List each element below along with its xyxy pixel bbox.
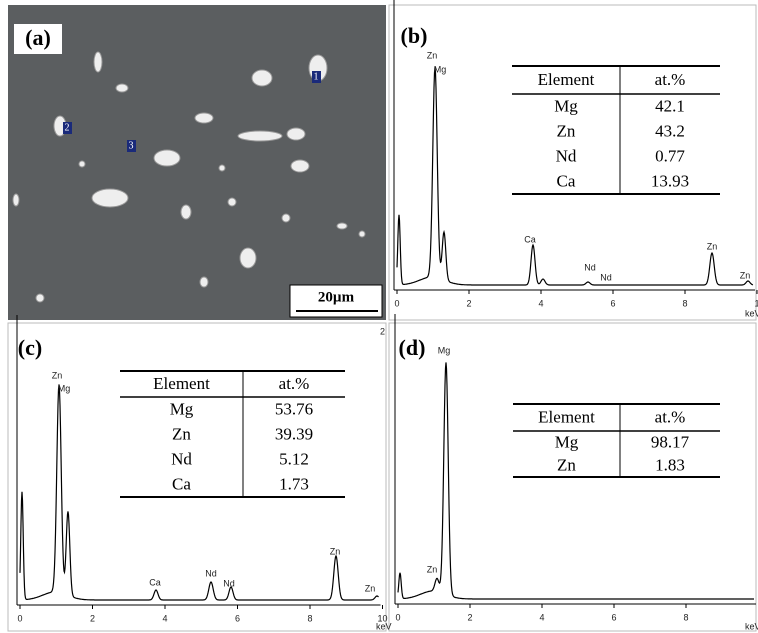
point-label: 3 (129, 140, 134, 151)
tick-label: 6 (611, 612, 616, 622)
tick-label: 2 (467, 612, 472, 622)
table-header: at.% (655, 407, 686, 426)
peak-label: Zn (707, 241, 718, 251)
peak-label: Mg (58, 383, 71, 393)
table-cell: Ca (172, 474, 191, 493)
tick-label: 4 (538, 298, 543, 308)
table-cell: Mg (170, 399, 194, 418)
axis-unit: keV (745, 621, 758, 631)
tick-label: 0 (17, 613, 22, 623)
corner-label: 2 (380, 326, 385, 336)
peak-label: Zn (330, 546, 341, 556)
panel-label: (b) (401, 23, 428, 48)
table-cell: 5.12 (279, 449, 309, 468)
table-cell: 1.83 (655, 455, 685, 474)
table-header: at.% (655, 70, 686, 89)
peak-label: Mg (434, 64, 447, 74)
tick-label: 8 (682, 298, 687, 308)
particle (228, 198, 236, 206)
panel-label: (c) (18, 335, 42, 360)
panel-label: (d) (399, 335, 426, 360)
peak-label: Nd (223, 578, 235, 588)
table-cell: 39.39 (275, 424, 313, 443)
peak-label: Zn (427, 50, 438, 60)
table-cell: Mg (554, 96, 578, 115)
tick-label: 1 (754, 298, 758, 308)
figure: (a)12320µm(b)024681keVZnMgCaNdNdZnZnElem… (0, 0, 758, 633)
peak-label: Zn (52, 370, 63, 380)
table-cell: Ca (557, 171, 576, 190)
spectrum (398, 362, 754, 599)
tick-label: 4 (539, 612, 544, 622)
table-header: Element (153, 374, 210, 393)
axis-unit: keV (745, 308, 758, 318)
table-cell: 53.76 (275, 399, 313, 418)
table-cell: 0.77 (655, 146, 685, 165)
point-label: 1 (314, 71, 319, 82)
peak-label: Zn (740, 270, 751, 280)
particle (116, 84, 128, 92)
particle (36, 294, 44, 302)
table-cell: 1.73 (279, 474, 309, 493)
panel-label: (a) (25, 25, 51, 50)
particle (291, 160, 309, 172)
tick-label: 6 (610, 298, 615, 308)
table-header: Element (538, 70, 595, 89)
peak-label: Ca (149, 577, 161, 587)
table-cell: 98.17 (651, 432, 690, 451)
tick-label: 2 (466, 298, 471, 308)
table-header: at.% (279, 374, 310, 393)
scale-label: 20µm (318, 289, 355, 305)
peak-label: Zn (365, 583, 376, 593)
particle (200, 277, 208, 287)
particle (181, 205, 191, 219)
point-label: 2 (65, 122, 70, 133)
table-header: Element (538, 407, 595, 426)
tick-label: 4 (162, 613, 167, 623)
peak-label: Nd (584, 262, 596, 272)
particle (195, 113, 213, 123)
particle (252, 70, 272, 86)
peak-label: Ca (524, 234, 536, 244)
particle (92, 189, 128, 207)
particle (94, 52, 102, 72)
peak-label: Nd (205, 568, 217, 578)
particle (238, 131, 282, 141)
table-cell: Zn (557, 455, 576, 474)
axis-unit: keV (376, 621, 392, 631)
table-cell: Zn (557, 121, 576, 140)
table-cell: Nd (171, 449, 192, 468)
tick-label: 6 (235, 613, 240, 623)
table-cell: Nd (556, 146, 577, 165)
particle (287, 128, 305, 140)
particle (282, 214, 290, 222)
particle (13, 194, 19, 206)
table-cell: 13.93 (651, 171, 689, 190)
tick-label: 0 (395, 612, 400, 622)
peak-label: Zn (427, 564, 438, 574)
tick-label: 8 (307, 613, 312, 623)
particle (79, 161, 85, 167)
particle (154, 150, 180, 166)
tick-label: 0 (394, 298, 399, 308)
peak-label: Nd (600, 272, 612, 282)
table-cell: 42.1 (655, 96, 685, 115)
tick-label: 2 (90, 613, 95, 623)
particle (219, 165, 225, 171)
particle (359, 231, 365, 237)
tick-label: 8 (683, 612, 688, 622)
table-cell: Zn (172, 424, 191, 443)
peak-label: Mg (438, 345, 451, 355)
table-cell: 43.2 (655, 121, 685, 140)
table-cell: Mg (555, 432, 579, 451)
sem-image (8, 5, 386, 320)
particle (240, 248, 256, 268)
particle (337, 223, 347, 229)
